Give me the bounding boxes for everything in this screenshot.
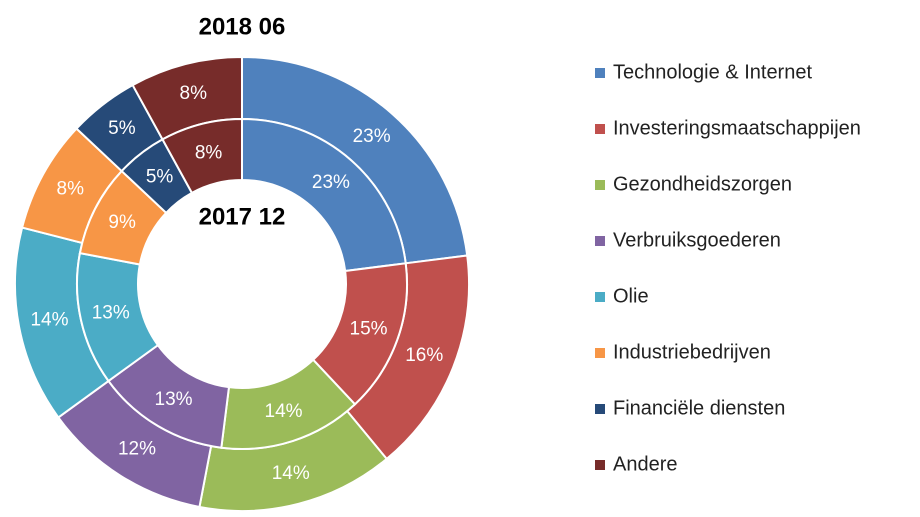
slice-label: 23% (353, 126, 391, 147)
slice-label: 13% (155, 389, 193, 410)
slice-label: 14% (30, 310, 68, 331)
outer-ring-title: 2018 06 (199, 13, 286, 40)
legend-label: Investeringsmaatschappijen (613, 117, 861, 139)
donut-slice (161, 117, 243, 195)
donut-slice (241, 117, 407, 273)
slice-label: 5% (146, 167, 174, 188)
slice-label: 14% (272, 463, 310, 484)
slice-label: 8% (180, 83, 208, 104)
slice-label: 8% (57, 179, 85, 200)
legend-swatch (595, 236, 605, 246)
legend-swatch (595, 460, 605, 470)
legend-label: Verbruiksgoederen (613, 229, 781, 251)
slice-label: 5% (108, 118, 136, 139)
slice-label: 8% (195, 143, 223, 164)
legend-label: Olie (613, 285, 649, 307)
slice-label: 14% (265, 401, 303, 422)
slice-label: 23% (312, 172, 350, 193)
legend-swatch (595, 348, 605, 358)
legend-label: Financiële diensten (613, 397, 785, 419)
slice-label: 9% (108, 212, 136, 233)
legend-label: Gezondheidszorgen (613, 173, 792, 195)
slice-label: 15% (350, 319, 388, 340)
slice-label: 16% (405, 345, 443, 366)
legend-swatch (595, 180, 605, 190)
legend-swatch (595, 68, 605, 78)
legend-label: Andere (613, 453, 678, 475)
legend-label: Industriebedrijven (613, 341, 771, 363)
inner-ring-title: 2017 12 (199, 203, 286, 230)
slice-label: 13% (92, 302, 130, 323)
slice-label: 12% (118, 439, 156, 460)
legend-swatch (595, 292, 605, 302)
legend-label: Technologie & Internet (613, 61, 812, 83)
legend-swatch (595, 404, 605, 414)
legend-swatch (595, 124, 605, 134)
